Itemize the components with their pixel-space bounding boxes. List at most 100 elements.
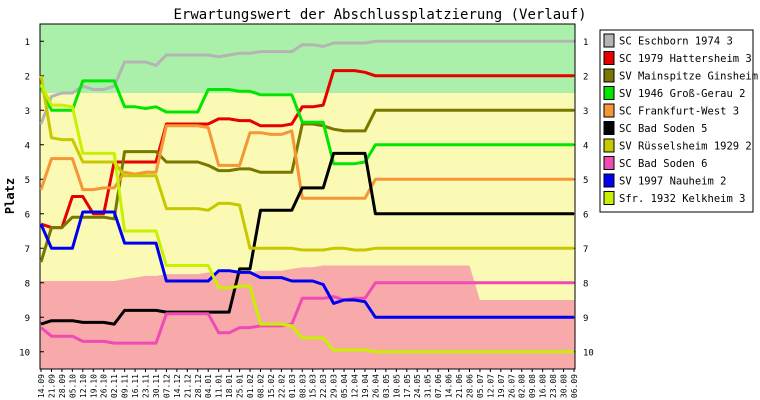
y-tick-label-right: 9	[583, 314, 588, 324]
legend-swatch	[603, 121, 615, 135]
x-tick-label: 24.05	[413, 374, 422, 398]
legend-label: SC Eschborn 1974 3	[619, 36, 733, 48]
x-tick-label: 26.04	[371, 374, 380, 398]
x-tick-label: 30.11	[152, 374, 161, 398]
x-tick-label: 09.08	[528, 374, 537, 398]
legend-box	[599, 29, 754, 213]
series-line	[39, 83, 574, 354]
x-tick-label: 18.01	[225, 374, 234, 398]
legend-label: SV Rüsselsheim 1929 2	[619, 141, 752, 153]
y-tick-label-right: 8	[583, 279, 588, 289]
legend-label: SC 1979 Hattersheim 3	[619, 53, 752, 65]
legend-label: SV Mainspitze Ginsheim	[619, 71, 758, 83]
y-tick-label-left: 2	[25, 72, 30, 82]
x-tick-label: 01.02	[246, 374, 255, 398]
x-tick-label: 05.04	[340, 374, 349, 398]
x-tick-label: 19.04	[361, 374, 370, 398]
legend-swatch	[603, 103, 615, 118]
x-tick-label: 30.08	[560, 374, 569, 398]
x-tick-label: 28.12	[194, 374, 203, 398]
x-tick-label: 21.06	[455, 374, 464, 398]
y-tick-label-right: 1	[583, 38, 588, 48]
zone-abstieg	[40, 265, 575, 369]
x-tick-label: 02.08	[518, 374, 527, 398]
x-tick-label: 23.08	[549, 374, 558, 398]
x-tick-label: 06.09	[570, 374, 579, 398]
x-tick-label: 28.09	[58, 374, 67, 398]
chart-title: Erwartungswert der Abschlussplatzierung …	[173, 7, 586, 23]
y-tick-label-right: 5	[583, 176, 588, 186]
legend-label: Sfr. 1932 Kelkheim 3	[619, 193, 745, 205]
x-tick-label: 16.08	[539, 374, 548, 398]
legend-swatch	[603, 33, 615, 48]
legend-label: SC Bad Soden 6	[619, 158, 708, 170]
x-tick-label: 08.03	[298, 374, 307, 398]
x-tick-label: 02.11	[110, 374, 119, 398]
x-tick-label: 05.07	[476, 374, 485, 398]
legend: SC Eschborn 1974 3 SC 1979 Hattersheim 3 S…	[599, 29, 758, 213]
legend-swatch	[603, 86, 615, 100]
y-tick-label-left: 4	[25, 141, 30, 151]
x-tick-label: 19.07	[497, 374, 506, 398]
x-tick-label: 03.05	[382, 374, 391, 398]
y-tick-label-left: 8	[25, 279, 30, 289]
x-tick-label: 05.10	[68, 374, 77, 398]
legend-swatch	[603, 51, 615, 65]
y-tick-label-right: 2	[583, 72, 588, 82]
series-line	[40, 69, 574, 230]
x-tick-label: 14.12	[173, 374, 182, 398]
series-line	[40, 151, 574, 326]
y-tick-label-right: 10	[583, 348, 594, 358]
zone-aufstieg	[40, 24, 575, 93]
x-tick-label: 08.02	[257, 374, 266, 398]
x-tick-label: 07.12	[162, 374, 171, 398]
series-line	[39, 75, 574, 252]
legend-swatch	[603, 173, 615, 188]
y-tick-label-right: 6	[583, 210, 588, 220]
legend-label: SC Bad Soden 5	[619, 123, 708, 135]
legend-swatch	[603, 138, 615, 153]
series-line	[39, 39, 574, 125]
x-tick-label: 12.04	[351, 374, 360, 398]
y-tick-label-left: 6	[25, 210, 30, 220]
x-tick-label: 07.06	[434, 374, 443, 398]
x-tick-label: 16.11	[131, 374, 140, 398]
x-tick-label: 04.01	[204, 374, 213, 398]
x-tick-label: 22.03	[319, 374, 328, 398]
y-tick-label-left: 5	[25, 176, 30, 186]
x-tick-label: 21.12	[183, 374, 192, 398]
y-tick-label-right: 7	[583, 245, 588, 255]
legend-label: SV 1997 Nauheim 2	[619, 176, 726, 188]
y-tick-label-left: 9	[25, 314, 30, 324]
x-tick-label: 19.10	[89, 374, 98, 398]
x-tick-label: 12.10	[79, 374, 88, 398]
x-tick-label: 31.05	[424, 374, 433, 398]
x-tick-label: 10.05	[392, 374, 401, 398]
x-tick-label: 17.05	[403, 374, 412, 398]
x-tick-label: 11.01	[215, 374, 224, 398]
x-tick-label: 15.03	[309, 374, 318, 398]
x-tick-label: 23.11	[142, 374, 151, 398]
series-line	[40, 281, 574, 345]
y-tick-label-left: 10	[19, 348, 30, 358]
y-tick-label-left: 7	[25, 245, 30, 255]
series-line	[39, 108, 574, 263]
x-tick-label: 25.01	[236, 374, 245, 398]
x-tick-label: 14.09	[37, 374, 46, 398]
y-tick-label-left: 3	[25, 107, 30, 117]
x-tick-label: 28.06	[466, 374, 475, 398]
y-tick-label-right: 3	[583, 107, 588, 117]
x-tick-label: 01.03	[288, 374, 297, 398]
legend-swatch	[603, 156, 615, 170]
x-tick-label: 26.07	[507, 374, 516, 398]
x-tick-label: 22.02	[277, 374, 286, 398]
legend-swatch	[603, 68, 615, 83]
series-lines	[39, 39, 574, 354]
series-line	[39, 79, 574, 166]
x-tick-label: 21.09	[48, 374, 57, 398]
y-tick-label-left: 1	[25, 38, 30, 48]
x-tick-label: 14.06	[445, 374, 454, 398]
